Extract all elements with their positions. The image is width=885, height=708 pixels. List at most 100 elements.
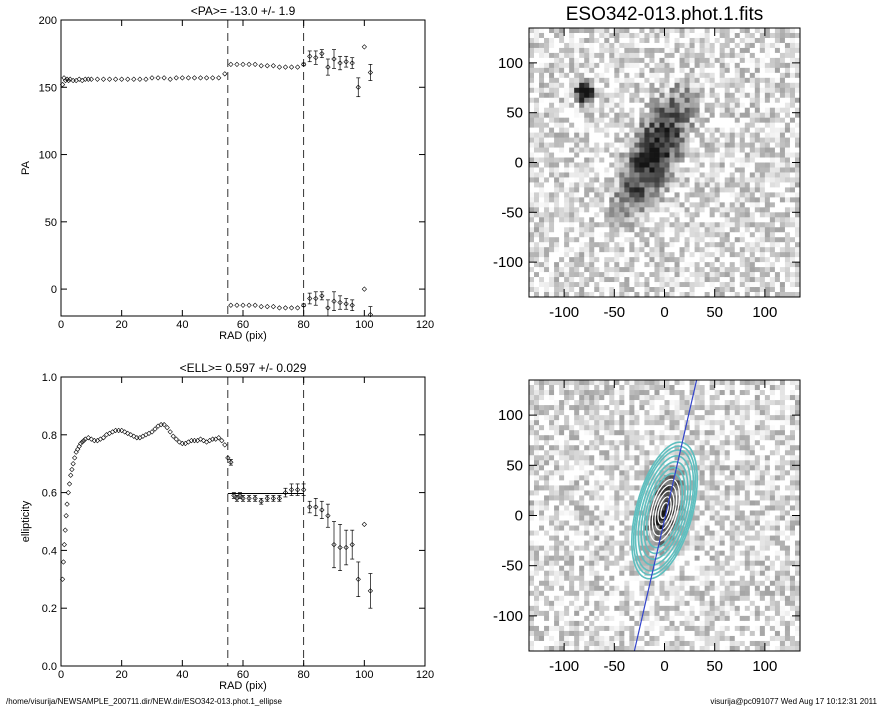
x-tick-label: 20 <box>116 319 128 331</box>
data-point <box>182 440 188 447</box>
isophote-ellipse <box>660 502 669 519</box>
x-tick-label: 80 <box>298 319 310 331</box>
data-point <box>361 521 367 528</box>
ellipticity-vs-radius-plot: <ELL>= 0.597 +/- 0.029 0 20 40 60 80 100 120 0.0… <box>20 361 434 692</box>
data-point <box>210 436 216 442</box>
data-point <box>125 76 131 82</box>
data-point <box>67 76 73 82</box>
data-point <box>294 487 301 493</box>
x-tick-label: 80 <box>298 669 310 681</box>
data-point <box>191 75 198 81</box>
data-point <box>112 76 119 82</box>
data-point <box>76 443 82 449</box>
data-point <box>119 427 125 434</box>
galaxy-image-panel: ESO342-013.phot.1.fits -100 -50 0 50 100 -100 -… <box>493 4 801 321</box>
x-tick-label: 100 <box>752 658 777 675</box>
data-point <box>65 489 71 496</box>
data-point <box>79 77 85 84</box>
data-point <box>88 436 94 442</box>
x-tick-label: 0 <box>58 319 64 331</box>
data-point <box>222 71 228 77</box>
data-point <box>237 492 243 499</box>
data-point <box>140 433 146 439</box>
data-point <box>349 60 355 66</box>
data-point <box>61 541 67 548</box>
data-point <box>164 424 170 431</box>
data-point <box>301 61 307 68</box>
user-timestamp-footer: visurija@pc091077 Wed Aug 17 10:12:31 20… <box>710 697 877 706</box>
data-point <box>94 437 101 444</box>
data-point <box>246 302 252 308</box>
y-tick-label: -50 <box>501 204 523 221</box>
data-point <box>179 75 185 81</box>
data-point <box>88 76 94 82</box>
data-point <box>228 302 234 308</box>
y-tick-label: 0.4 <box>42 545 57 557</box>
y-tick-label: 50 <box>45 217 57 229</box>
data-point <box>66 481 73 487</box>
data-point <box>276 64 283 70</box>
x-tick-label: 40 <box>176 669 188 681</box>
data-point <box>203 439 210 445</box>
data-point <box>234 302 240 308</box>
data-point <box>143 432 149 438</box>
x-axis-label: RAD (pix) <box>219 330 267 342</box>
x-axis-label: RAD (pix) <box>219 680 267 692</box>
data-point <box>131 433 137 439</box>
isophote-ellipse <box>645 472 684 549</box>
data-point <box>361 44 367 50</box>
data-point <box>282 64 289 70</box>
data-point <box>228 61 234 68</box>
data-point <box>173 436 179 442</box>
data-point <box>301 487 307 493</box>
data-point <box>246 495 252 502</box>
data-point <box>203 75 210 81</box>
data-point <box>152 426 158 432</box>
data-point <box>103 432 110 438</box>
x-tick-label: 20 <box>116 669 128 681</box>
y-tick-label: 0 <box>515 508 523 525</box>
x-tick-label: -100 <box>549 304 579 321</box>
data-point <box>349 541 355 548</box>
data-point <box>134 435 140 441</box>
y-tick-label: 0 <box>515 155 523 172</box>
y-tick-label: 0.6 <box>42 488 57 500</box>
data-point <box>167 429 173 435</box>
data-point <box>367 312 374 318</box>
plot-title: <ELL>= 0.597 +/- 0.029 <box>180 361 307 375</box>
data-point <box>112 427 119 434</box>
x-tick-label: 60 <box>237 669 249 681</box>
data-point <box>62 527 68 533</box>
data-point <box>70 461 76 467</box>
data-point <box>143 76 149 82</box>
data-point <box>131 76 137 82</box>
data-point <box>319 507 325 513</box>
data-point <box>270 303 276 310</box>
data-point <box>252 302 258 308</box>
data-point <box>288 305 295 311</box>
data-point <box>282 305 289 311</box>
data-point <box>79 439 85 445</box>
data-point <box>294 305 301 311</box>
data-point <box>100 435 107 441</box>
data-point <box>65 77 72 84</box>
data-point <box>100 76 107 82</box>
data-point <box>276 495 283 502</box>
y-tick-label: 100 <box>498 55 523 72</box>
data-point <box>325 305 331 311</box>
data-point <box>307 295 313 302</box>
data-point <box>85 435 91 441</box>
data-point <box>294 64 301 70</box>
data-point <box>197 75 204 81</box>
data-point <box>213 436 219 442</box>
y-tick-label: 0.2 <box>42 603 57 615</box>
data-point <box>59 576 66 582</box>
y-tick-label: 0.0 <box>42 661 57 673</box>
data-point <box>116 427 122 434</box>
data-point <box>106 76 113 82</box>
x-tick-label: 0 <box>58 669 64 681</box>
x-tick-label: 0 <box>660 304 668 321</box>
data-point <box>343 59 349 65</box>
data-point <box>158 422 164 428</box>
data-point <box>161 422 167 428</box>
